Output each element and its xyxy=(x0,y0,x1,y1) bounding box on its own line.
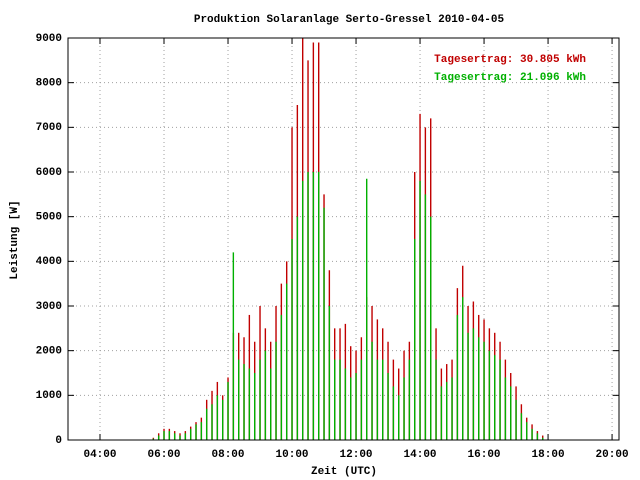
y-tick-label: 8000 xyxy=(36,78,62,90)
y-tick-label: 4000 xyxy=(36,256,62,268)
y-tick-label: 6000 xyxy=(36,167,62,179)
chart-title: Produktion Solaranlage Serto-Gressel 201… xyxy=(194,14,505,26)
x-axis-label: Zeit (UTC) xyxy=(311,466,377,478)
y-tick-label: 9000 xyxy=(36,33,62,45)
annotation: Tagesertrag: 21.096 kWh xyxy=(434,72,586,84)
y-tick-label: 7000 xyxy=(36,122,62,134)
x-tick-label: 06:00 xyxy=(148,449,181,461)
x-tick-label: 08:00 xyxy=(212,449,245,461)
y-tick-label: 5000 xyxy=(36,212,62,224)
y-tick-label: 2000 xyxy=(36,346,62,358)
x-tick-label: 12:00 xyxy=(340,449,373,461)
y-axis-label: Leistung [W] xyxy=(9,200,21,279)
y-tick-label: 3000 xyxy=(36,301,62,313)
plot-frame xyxy=(67,37,620,441)
y-tick-label: 1000 xyxy=(36,390,62,402)
x-tick-label: 04:00 xyxy=(83,449,116,461)
x-tick-label: 14:00 xyxy=(404,449,437,461)
annotation: Tagesertrag: 30.805 kWh xyxy=(434,54,586,66)
y-tick-label: 0 xyxy=(55,435,62,447)
x-tick-label: 20:00 xyxy=(596,449,629,461)
x-tick-label: 18:00 xyxy=(532,449,565,461)
x-tick-label: 10:00 xyxy=(276,449,309,461)
x-tick-label: 16:00 xyxy=(468,449,501,461)
